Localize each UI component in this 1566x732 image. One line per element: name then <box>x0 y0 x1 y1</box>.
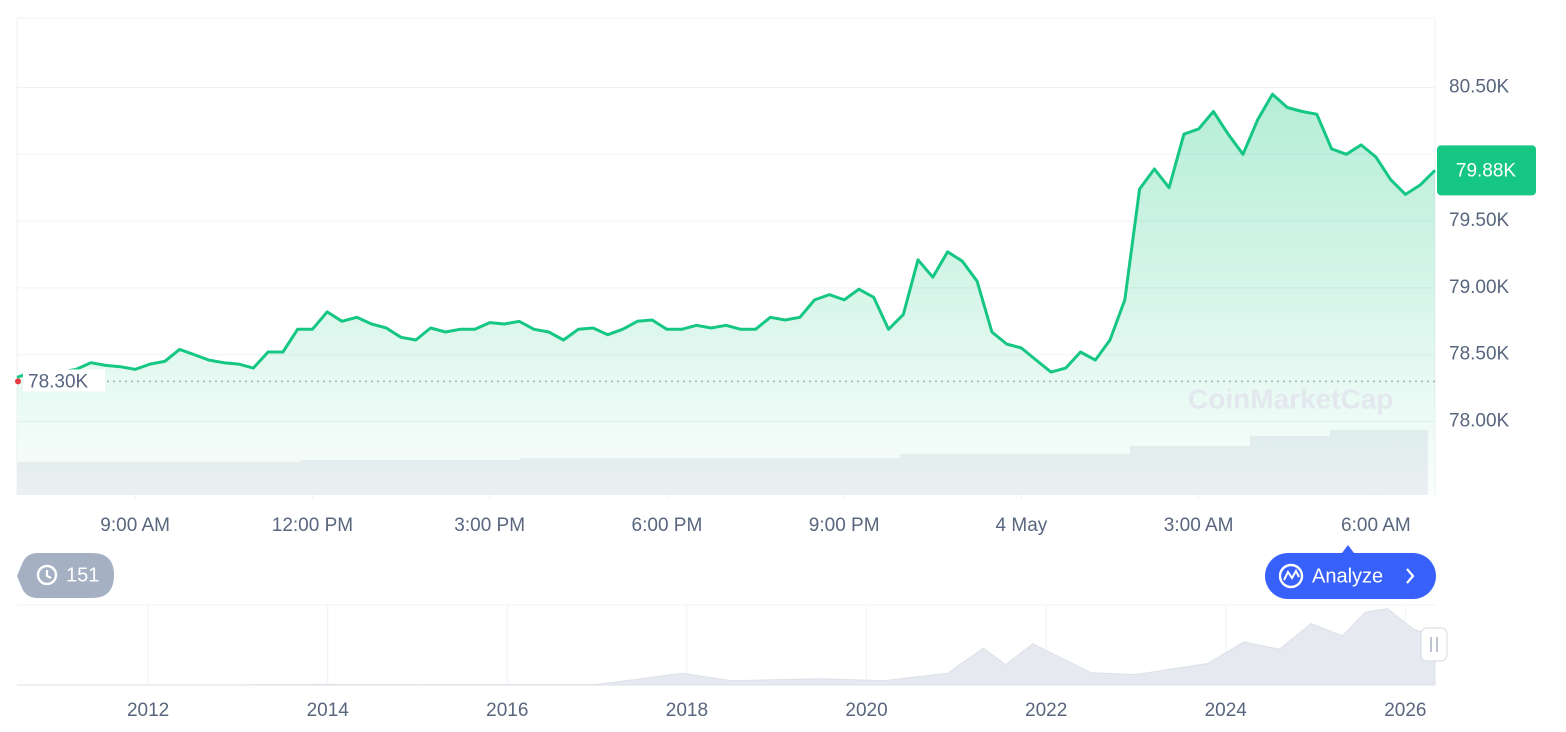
history-icon-hands <box>45 570 52 579</box>
analyze-pointer <box>1342 545 1354 553</box>
analyze-icon <box>1278 563 1304 589</box>
x-tick-label: 2024 <box>1205 700 1248 721</box>
x-tick-label: 9:00 AM <box>100 515 170 536</box>
analyze-label[interactable]: Analyze <box>1312 565 1383 587</box>
handle-box[interactable] <box>1420 627 1448 662</box>
analyze-button-bg[interactable] <box>1265 553 1436 599</box>
x-tick-label: 2014 <box>307 700 350 721</box>
reference-dot <box>15 378 21 385</box>
last-price-label: 79.88K <box>1456 160 1517 181</box>
x-tick-label: 6:00 AM <box>1341 515 1411 536</box>
y-tick-label: 80.50K <box>1449 76 1510 97</box>
analyze-button[interactable]: Analyze <box>1265 545 1436 599</box>
x-tick-label: 2012 <box>127 700 169 721</box>
history-icon <box>36 564 58 586</box>
reference-label-bg <box>23 369 105 392</box>
x-tick-label: 2018 <box>666 700 708 721</box>
x-tick-label: 6:00 PM <box>632 515 703 536</box>
x-tick-label: 12:00 PM <box>272 515 353 536</box>
x-tick-label: 2026 <box>1384 700 1426 721</box>
y-tick-label: 78.00K <box>1449 411 1510 432</box>
y-tick-label: 78.50K <box>1449 344 1510 365</box>
x-tick-label: 3:00 PM <box>454 515 525 536</box>
y-tick-label: 79.00K <box>1449 277 1510 298</box>
x-tick-label: 4 May <box>996 515 1048 536</box>
x-tick-label: 9:00 PM <box>809 515 880 536</box>
history-count: 151 <box>66 564 99 586</box>
history-badge-shape[interactable] <box>17 553 114 598</box>
watermark: CoinMarketCap <box>1188 383 1393 414</box>
x-tick-label: 2020 <box>845 700 887 721</box>
area-fill <box>17 94 1435 495</box>
overview-area <box>16 608 1436 686</box>
reference-label: 78.30K <box>28 371 89 392</box>
last-price-badge <box>1437 145 1536 196</box>
navigator-layer: 2012 2014 2016 2018 2020 2022 2024 2026 <box>16 604 1436 721</box>
history-badge[interactable]: 151 <box>17 553 114 598</box>
navigator-handle[interactable] <box>1420 627 1448 662</box>
analyze-chevron <box>1406 568 1415 584</box>
main-layer: 78.00K78.50K79.00K79.50K80.00K80.50K9:00… <box>15 76 1536 536</box>
x-tick-label: 2022 <box>1025 700 1067 721</box>
y-tick-label: 79.50K <box>1449 210 1510 231</box>
analyze-icon-line <box>1283 568 1300 581</box>
x-tick-label: 3:00 AM <box>1164 515 1234 536</box>
price-line <box>16 92 1437 379</box>
x-tick-label: 2016 <box>486 700 528 721</box>
